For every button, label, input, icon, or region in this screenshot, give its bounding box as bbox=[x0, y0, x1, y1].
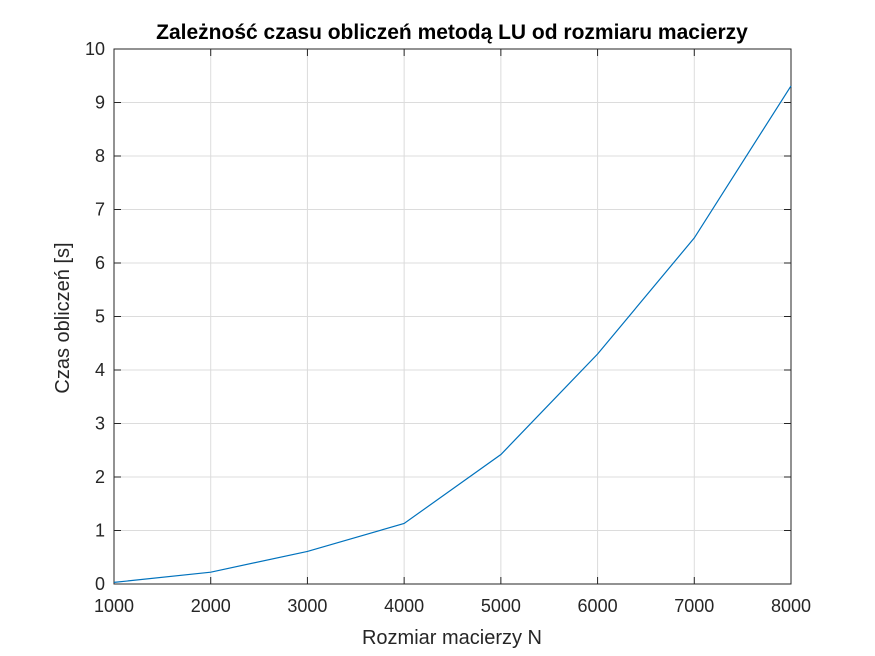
x-tick-label: 2000 bbox=[191, 596, 231, 616]
data-point bbox=[499, 453, 502, 456]
x-tick-label: 3000 bbox=[287, 596, 327, 616]
y-tick-label: 9 bbox=[95, 93, 105, 113]
x-tick-label: 1000 bbox=[94, 596, 134, 616]
data-point bbox=[693, 236, 696, 239]
y-tick-label: 8 bbox=[95, 146, 105, 166]
y-tick-label: 7 bbox=[95, 200, 105, 220]
x-tick-label: 4000 bbox=[384, 596, 424, 616]
x-tick-label: 5000 bbox=[481, 596, 521, 616]
series-layer bbox=[113, 84, 793, 584]
y-tick-label: 4 bbox=[95, 360, 105, 380]
y-tick-label: 5 bbox=[95, 307, 105, 327]
x-axis-label: Rozmiar macierzy N bbox=[362, 627, 542, 649]
data-point bbox=[113, 581, 116, 584]
data-point bbox=[403, 522, 406, 525]
x-tick-label: 8000 bbox=[771, 596, 811, 616]
y-tick-label: 0 bbox=[95, 574, 105, 594]
x-tick-label: 7000 bbox=[674, 596, 714, 616]
grid-lines bbox=[113, 48, 792, 585]
y-tick-label: 6 bbox=[95, 253, 105, 273]
data-point bbox=[790, 84, 793, 87]
y-tick-label: 1 bbox=[95, 521, 105, 541]
y-tick-label: 3 bbox=[95, 414, 105, 434]
data-point bbox=[209, 571, 212, 574]
axis-ticks: 1000 2000 3000 4000 5000 6000 7000 8000 0 1 2 3 4 5 6 7… bbox=[85, 39, 811, 616]
data-point bbox=[306, 550, 309, 553]
chart-title: Zależność czasu obliczeń metodą LU od ro… bbox=[156, 21, 748, 44]
data-point bbox=[596, 352, 599, 355]
series-line bbox=[113, 85, 792, 583]
y-tick-label: 10 bbox=[85, 39, 105, 59]
x-tick-label: 6000 bbox=[578, 596, 618, 616]
y-tick-label: 2 bbox=[95, 467, 105, 487]
y-axis-label: Czas obliczeń [s] bbox=[52, 242, 74, 393]
